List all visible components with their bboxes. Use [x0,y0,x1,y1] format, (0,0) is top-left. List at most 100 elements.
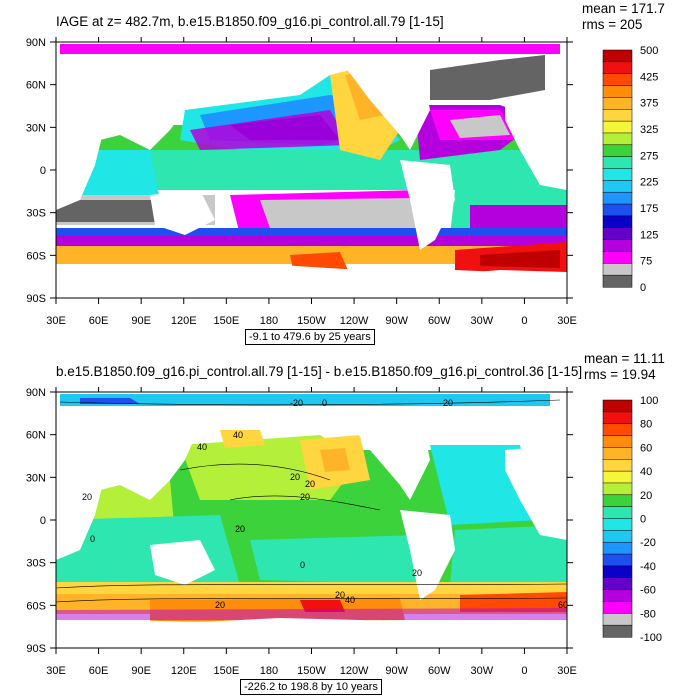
panel2-colorbar-swatch [602,435,633,448]
panel1-lat-label: 60N [26,80,46,92]
panel2-contour-label: 60 [558,600,568,610]
panel1-npac-orange [345,70,385,120]
panel2-lon-label: 30E [46,665,66,677]
panel2-kuroshio-yellow [220,430,265,448]
panel1-npac-purple [190,110,350,150]
panel2-lat-label: 90N [26,387,46,399]
panel1-colorbar-label: 500 [640,45,658,57]
panel1-colorbar-label: 175 [640,203,658,215]
panel2-colorbar-swatch [602,411,633,425]
panel1-colorbar-swatch [602,274,633,288]
panel2-colorbar-swatch [602,470,633,484]
panel2-europe-africa-east [505,445,567,540]
panel1-colorbar-label: 75 [640,256,652,268]
panel1-lat-label: 60S [26,250,46,262]
panel2-colorbar-swatch [602,541,633,555]
panel2-colorbar-swatch [602,624,633,638]
panel1-colorbar-label: 125 [640,229,658,241]
panel2-npac-orange [320,448,350,472]
panel1-lon-label: 150W [297,315,326,327]
panel1-antarctica [56,265,567,298]
panel1-south-america [400,160,455,250]
panel2-colorbar-swatch [602,589,633,603]
panel1-lon-label: 30W [471,315,494,327]
panel1-colorbar-label: 225 [640,177,658,189]
panel1-colorbar-swatch [602,251,633,264]
panel1-colorbar-swatch [602,61,633,75]
panel2-title: b.e15.B1850.f09_g16.pi_control.all.79 [1… [56,364,583,379]
panel2-contour-label: 0 [322,398,327,408]
panel2-colorbar-swatch [602,553,633,567]
panel1-colorbar-swatch [602,49,633,63]
panel2-lon-label: 0 [521,665,527,677]
panel2-contour-label: 0 [90,534,95,544]
panel2-satl-teal [450,525,567,585]
panel2-contour-label: 20 [335,590,345,600]
panel2-colorbar-swatch [602,482,633,496]
panel2-contour-label: 20 [300,492,310,502]
panel1-colorbar-swatch [602,73,633,87]
panel1-lon-label: 0 [521,315,527,327]
panel2-rms: rms = 19.94 [584,367,656,382]
panel2-lon-label: 30E [557,665,577,677]
panel2-colorbar-label: -40 [640,561,656,573]
panel2-contour-label: 20 [215,600,225,610]
panel1-colorbar-swatch [602,180,633,193]
panel2-colorbar-label: 100 [640,395,658,407]
panel1-lon-label: 60W [428,315,451,327]
panel1-lon-label: 150E [213,315,239,327]
panel2-lon-label: 150W [297,665,326,677]
panel2-lon-label: 120W [340,665,369,677]
panel2-colorbar: 100 80 60 40 20 0 -20 -40 -60 -80 -100 [602,395,662,644]
panel2-colorbar-swatch [602,423,633,437]
panel2-colorbar-swatch [602,459,633,472]
panel2-colorbar-label: 40 [640,466,652,478]
panel2-lat-label: 60N [26,430,46,442]
panel2-contour-label: 40 [233,430,243,440]
panel1-colorbar-swatch [602,215,633,229]
panel2-contour-label: -20 [440,398,453,408]
panel1-range-box: -9.1 to 479.6 by 25 years [245,329,375,345]
panel1-lon-label: 120W [340,315,369,327]
panel2-antarctica [56,618,567,648]
panel1-colorbar-label: 0 [640,282,646,294]
panel1-lon-label: 90E [131,315,151,327]
panel1-so-purple [56,236,567,248]
panel2-colorbar-swatch [602,565,633,579]
panel1-colorbar-label: 275 [640,150,658,162]
panel2-colorbar-label: 20 [640,490,652,502]
panel2-range-box: -226.2 to 198.8 by 10 years [240,679,382,695]
panel1-lat-label: 30S [26,208,46,220]
panel2-lon-label: 60E [89,665,109,677]
panel1-satl-purple [470,205,567,228]
panel2-colorbar-swatch [602,530,633,543]
panel2-so-purple [56,608,567,620]
panel2-australia [150,540,215,585]
panel2-lat-label: 60S [26,600,46,612]
panel1-colorbar-swatch [602,227,633,241]
panel1-lat-label: 90S [26,293,46,305]
panel1-australia [150,190,215,235]
panel2-contours [56,399,567,603]
panel1-colorbar-label: 325 [640,124,658,136]
panel1-colorbar: 500 425 375 325 275 225 175 125 75 0 [602,45,658,294]
panel1-lon-label: 90W [385,315,408,327]
panel1-colorbar-swatch [602,263,633,276]
panel1-colorbar-swatch [602,191,633,205]
panel1-colorbar-swatch [602,203,633,217]
panel1-spac-gray [260,198,420,235]
panel2-lat-label: 30S [26,558,46,570]
panel1-lon-label: 30E [557,315,577,327]
panel2-colorbar-label: 60 [640,442,652,454]
panel2-mean: mean = 11.11 [584,351,665,366]
panel1-lon-label: 120E [171,315,197,327]
panel1-europe-africa-east [505,95,567,190]
panel1-colorbar-swatch [602,120,633,134]
panel2-lon-label: 30W [471,665,494,677]
panel2-contour-label: 20 [305,479,315,489]
panel2-contour-label: 40 [197,442,207,452]
panel2-colorbar-swatch [602,577,633,591]
panel2-colorbar-label: 0 [640,514,646,526]
panel1-colorbar-label: 425 [640,71,658,83]
